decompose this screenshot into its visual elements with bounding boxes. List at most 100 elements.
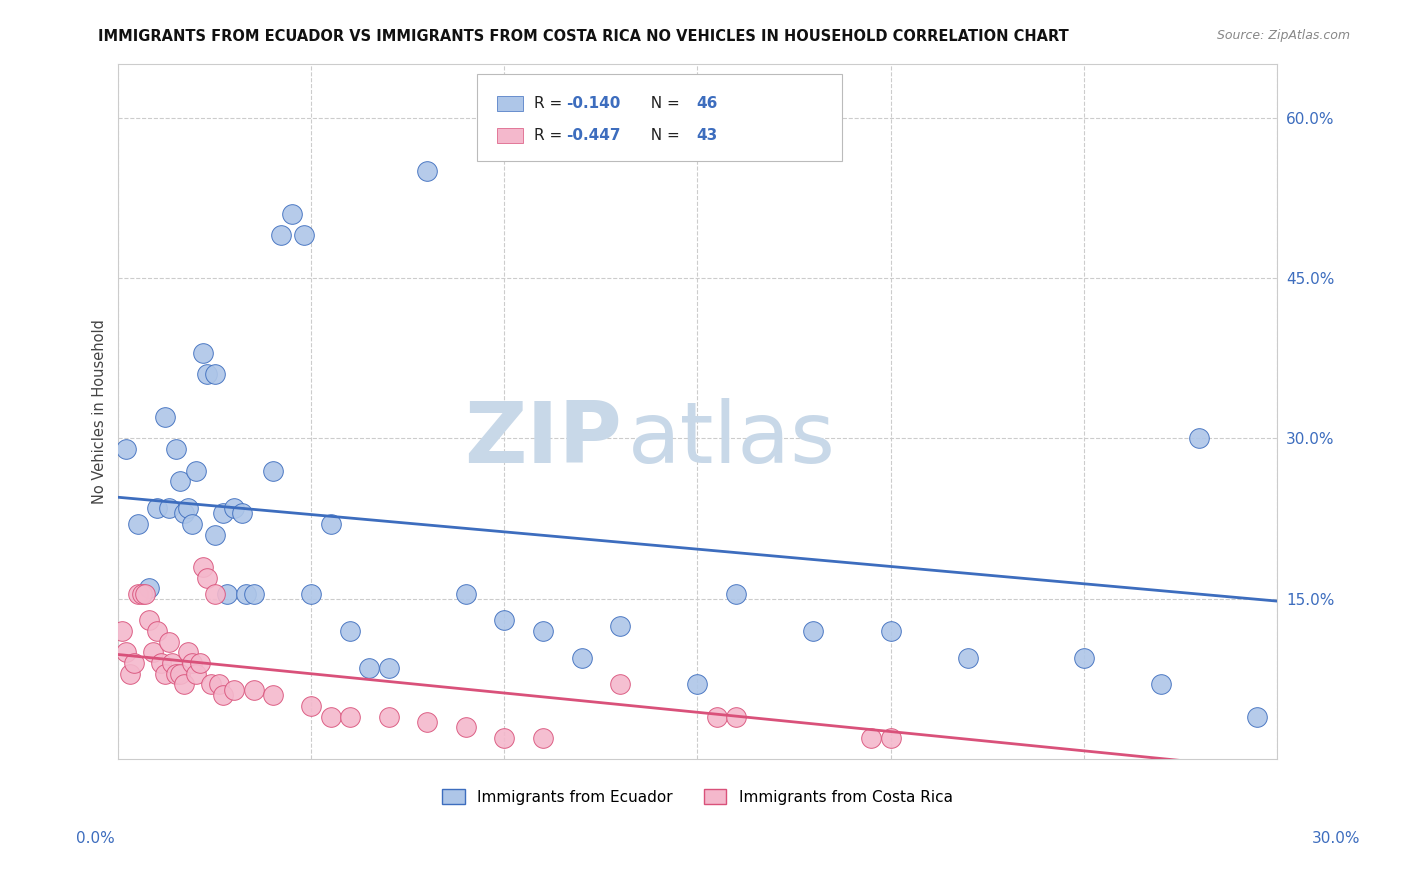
Point (215, 586, 238, 600)
Text: -0.140: -0.140 (567, 96, 621, 111)
Point (193, 346, 215, 360)
Point (1150, 677, 1173, 691)
Point (165, 442, 187, 457)
Point (200, 677, 222, 691)
Point (609, 618, 631, 632)
Point (725, 586, 748, 600)
Point (193, 559, 215, 574)
Point (262, 464, 284, 478)
Point (725, 709, 748, 723)
Point (165, 666, 187, 681)
Y-axis label: No Vehicles in Household: No Vehicles in Household (93, 319, 107, 504)
Text: Source: ZipAtlas.com: Source: ZipAtlas.com (1216, 29, 1350, 42)
Point (454, 586, 477, 600)
Point (177, 645, 200, 659)
Point (122, 656, 145, 670)
Text: 43: 43 (696, 128, 717, 143)
Point (204, 527, 226, 541)
Point (134, 586, 156, 600)
Point (146, 624, 169, 638)
Point (319, 516, 342, 531)
Point (138, 613, 160, 627)
Point (208, 677, 231, 691)
Point (281, 207, 304, 221)
Point (1246, 709, 1268, 723)
Text: -0.447: -0.447 (567, 128, 621, 143)
Point (319, 709, 342, 723)
Point (242, 586, 264, 600)
Point (860, 731, 883, 745)
Point (339, 709, 361, 723)
Point (195, 570, 218, 584)
Point (162, 656, 184, 670)
Point (1188, 432, 1211, 446)
Point (1073, 650, 1095, 665)
Point (416, 164, 439, 178)
Point (138, 581, 160, 595)
Point (801, 624, 824, 638)
FancyBboxPatch shape (478, 75, 842, 161)
Point (142, 645, 165, 659)
Text: 30.0%: 30.0% (1312, 831, 1360, 846)
Point (131, 586, 153, 600)
Point (706, 709, 728, 723)
Point (454, 720, 477, 734)
Point (609, 677, 631, 691)
Point (173, 677, 195, 691)
Point (224, 682, 246, 697)
Point (204, 368, 226, 382)
Point (242, 682, 264, 697)
Point (153, 666, 176, 681)
Point (115, 645, 138, 659)
Point (169, 475, 191, 489)
Legend: Immigrants from Ecuador, Immigrants from Costa Rica: Immigrants from Ecuador, Immigrants from… (436, 782, 959, 811)
Point (416, 714, 439, 729)
Point (531, 731, 554, 745)
Text: R =: R = (534, 128, 568, 143)
Point (377, 661, 399, 675)
Point (377, 709, 399, 723)
Point (231, 506, 253, 520)
Point (235, 586, 257, 600)
Point (879, 731, 901, 745)
Point (115, 442, 138, 457)
Point (301, 586, 323, 600)
Point (195, 368, 218, 382)
Point (531, 624, 554, 638)
FancyBboxPatch shape (498, 128, 523, 144)
Point (184, 464, 207, 478)
Point (879, 624, 901, 638)
Point (146, 500, 169, 515)
Text: N =: N = (641, 128, 685, 143)
Point (180, 516, 202, 531)
Point (169, 666, 191, 681)
Point (211, 506, 233, 520)
Point (224, 500, 246, 515)
Point (184, 666, 207, 681)
Point (204, 586, 226, 600)
Text: R =: R = (534, 96, 568, 111)
Point (111, 624, 134, 638)
Point (173, 506, 195, 520)
Point (571, 650, 593, 665)
Point (211, 688, 233, 702)
Text: IMMIGRANTS FROM ECUADOR VS IMMIGRANTS FROM COSTA RICA NO VEHICLES IN HOUSEHOLD C: IMMIGRANTS FROM ECUADOR VS IMMIGRANTS FR… (98, 29, 1069, 44)
Point (686, 677, 709, 691)
Point (301, 698, 323, 713)
Text: N =: N = (641, 96, 685, 111)
Point (292, 228, 315, 243)
Point (262, 688, 284, 702)
Point (127, 586, 149, 600)
Text: 46: 46 (696, 96, 717, 111)
FancyBboxPatch shape (498, 96, 523, 112)
Text: 0.0%: 0.0% (76, 831, 115, 846)
Point (157, 634, 180, 648)
Point (180, 656, 202, 670)
Point (494, 613, 516, 627)
Point (177, 500, 200, 515)
Point (153, 410, 176, 425)
Point (188, 656, 211, 670)
Point (494, 731, 516, 745)
Point (956, 650, 979, 665)
Point (149, 656, 172, 670)
